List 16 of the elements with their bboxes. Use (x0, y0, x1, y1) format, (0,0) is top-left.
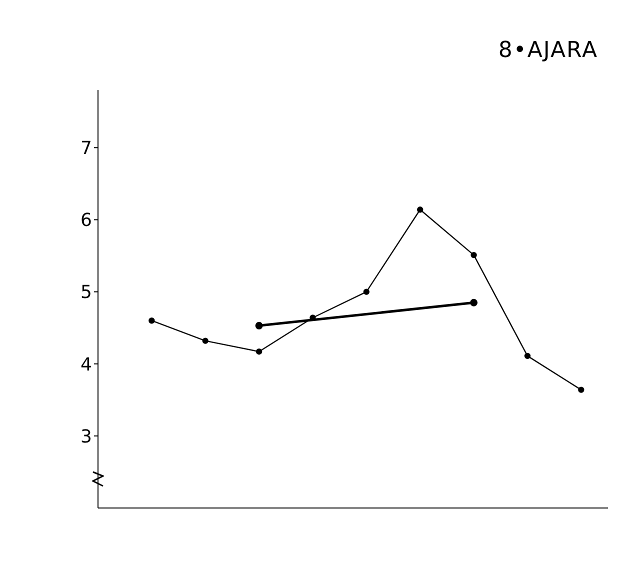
y-tick-label: 6 (80, 210, 92, 232)
y-tick-label: 4 (80, 354, 92, 376)
y-tick-label: 5 (80, 282, 92, 304)
point (470, 252, 477, 258)
point (578, 386, 584, 393)
point (470, 298, 478, 306)
point (255, 322, 263, 330)
y-tick-label: 3 (80, 426, 92, 448)
point (524, 352, 531, 360)
point (363, 288, 370, 295)
y-tick-label: 7 (80, 138, 92, 160)
point (417, 206, 424, 213)
chart-title: 8•AJARA (498, 38, 598, 63)
point (202, 338, 208, 344)
point (148, 318, 155, 324)
point (256, 348, 262, 355)
